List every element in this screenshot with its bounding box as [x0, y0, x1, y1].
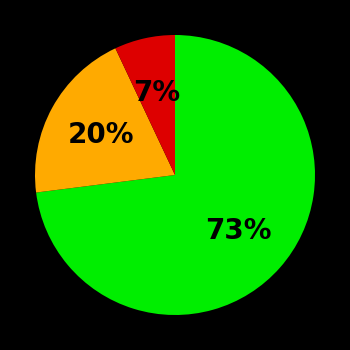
Text: 7%: 7%: [133, 79, 180, 107]
Text: 73%: 73%: [205, 217, 271, 245]
Text: 20%: 20%: [68, 120, 135, 148]
Wedge shape: [35, 48, 175, 193]
Wedge shape: [116, 35, 175, 175]
Wedge shape: [36, 35, 315, 315]
